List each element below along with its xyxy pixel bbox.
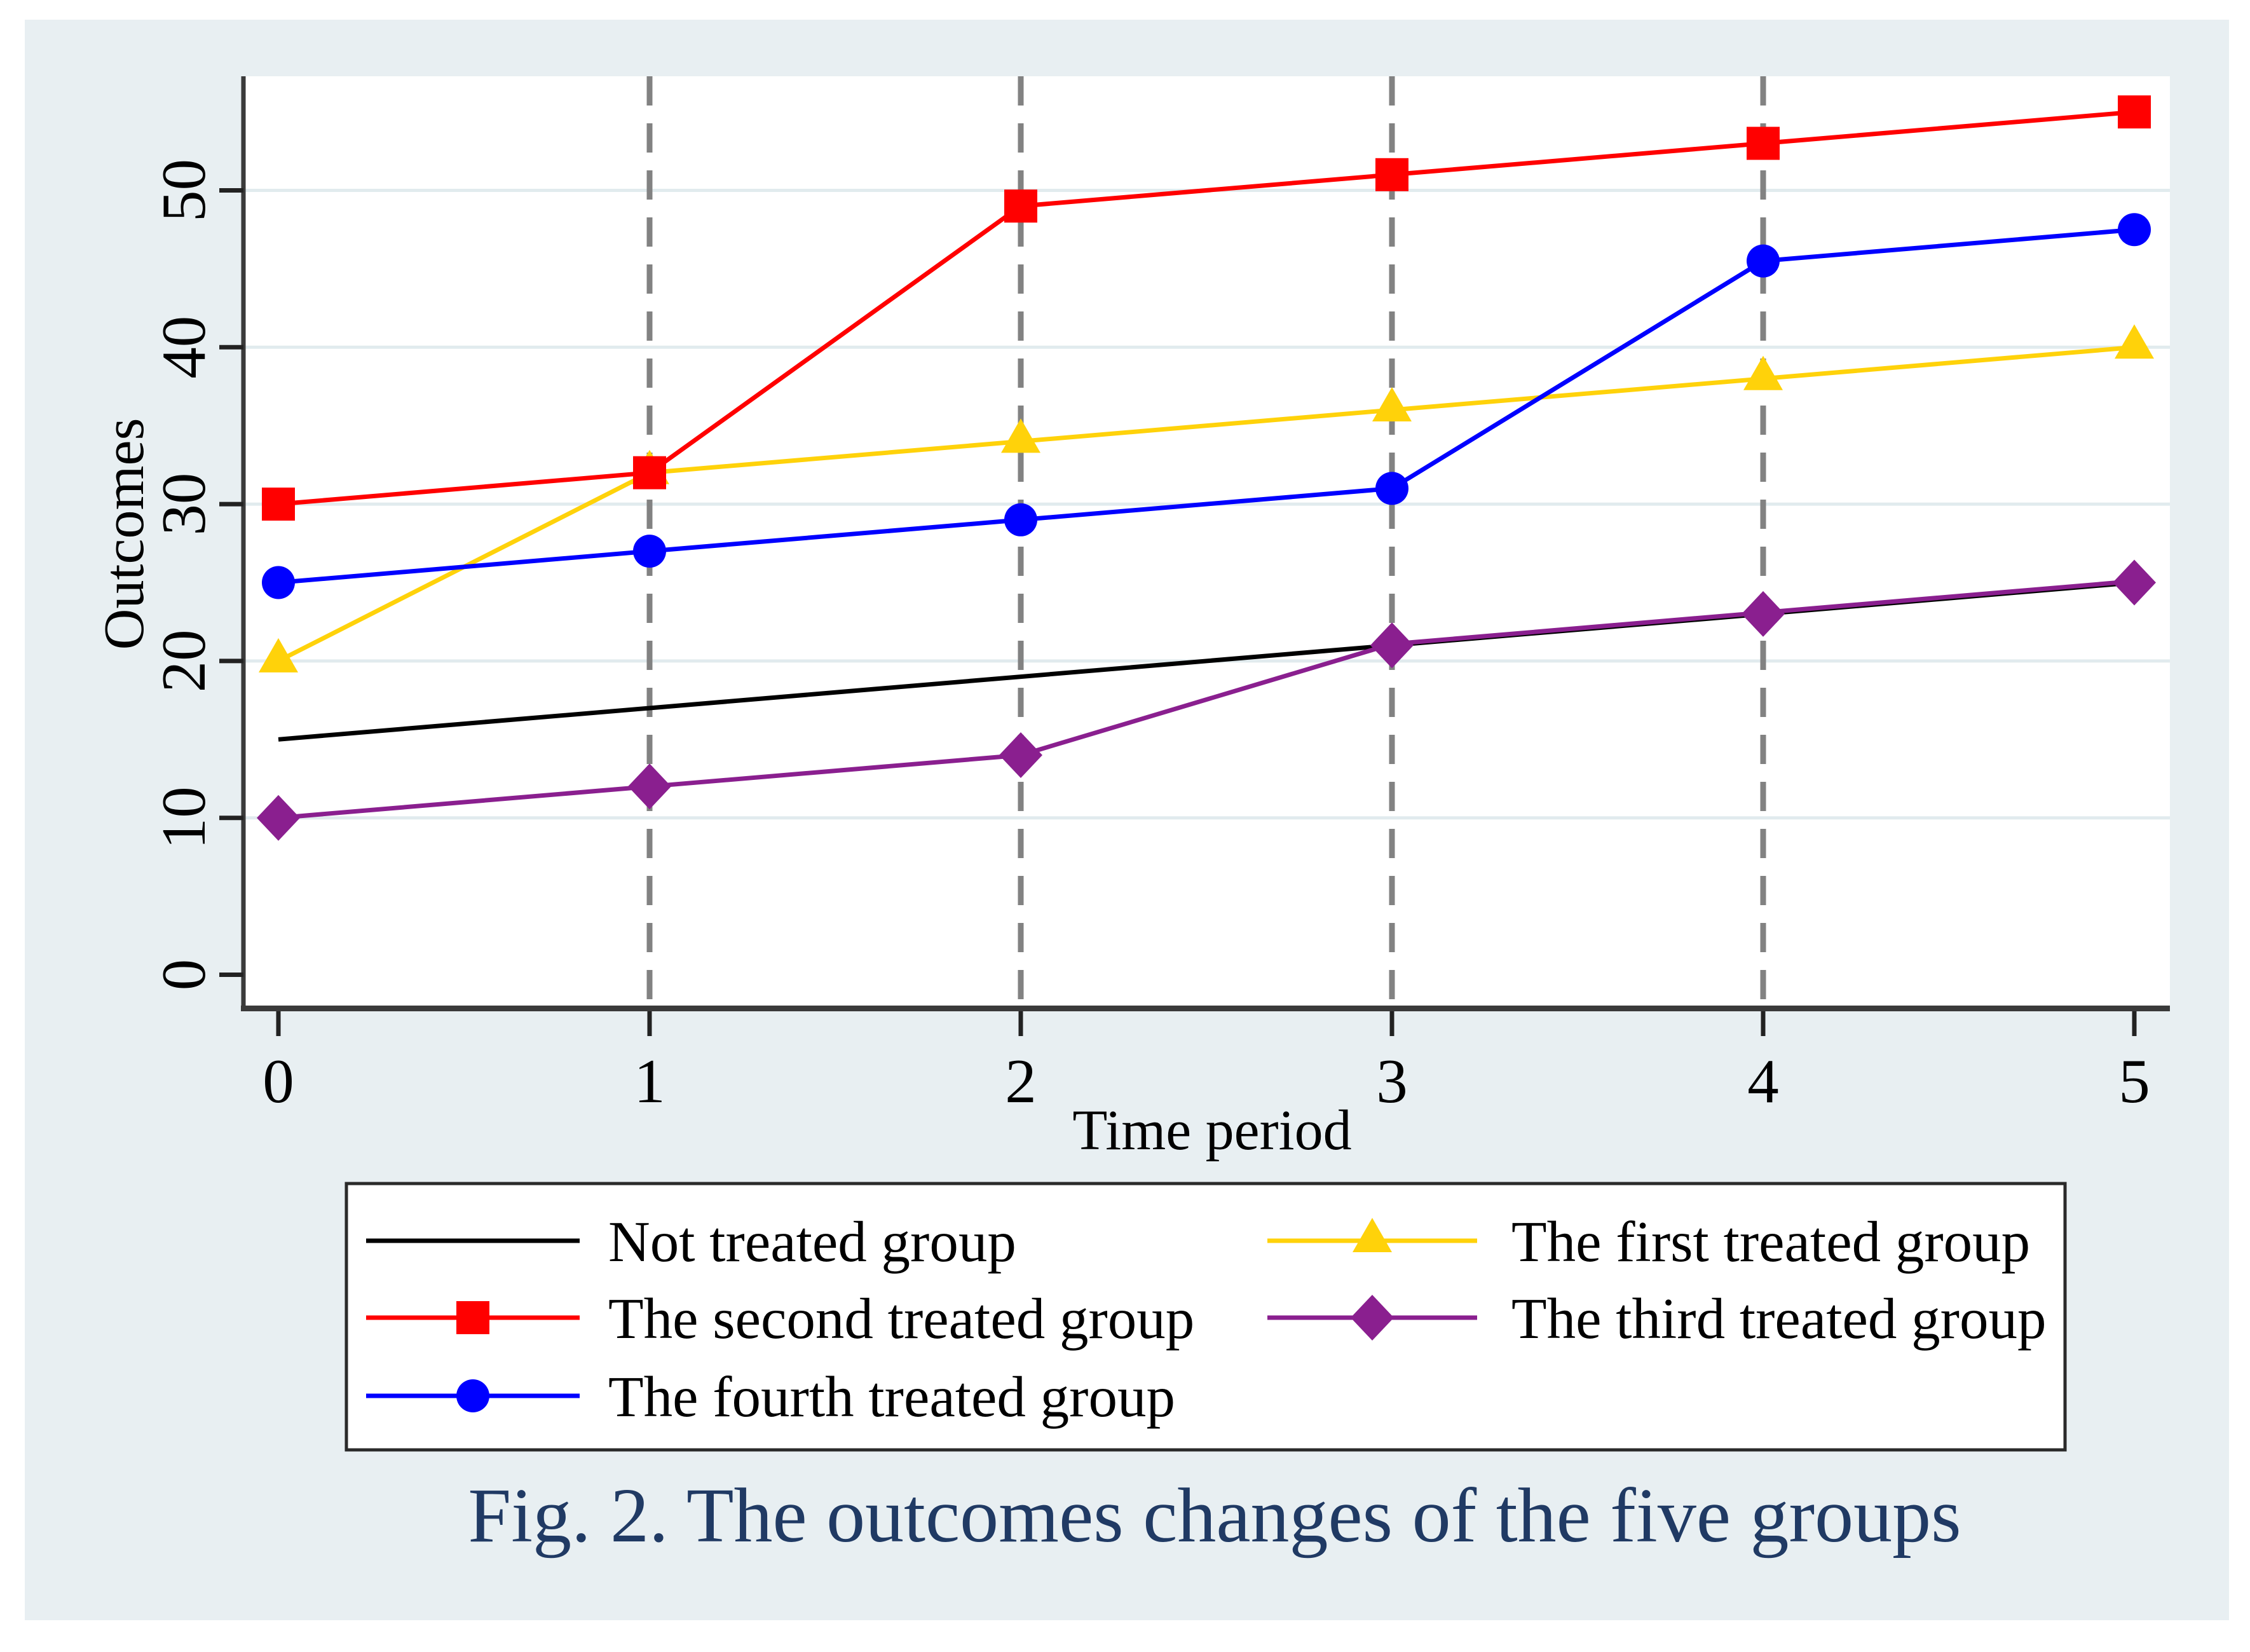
svg-text:30: 30 [149,473,219,536]
svg-text:Not treated group: Not treated group [608,1210,1016,1274]
svg-text:20: 20 [149,629,219,692]
svg-text:4: 4 [1747,1047,1779,1116]
svg-text:0: 0 [262,1047,294,1116]
svg-text:The third treated group: The third treated group [1511,1287,2046,1351]
svg-text:0: 0 [149,959,219,991]
svg-text:The fourth treated group: The fourth treated group [608,1365,1175,1429]
svg-text:1: 1 [634,1047,665,1116]
svg-text:The first treated group: The first treated group [1511,1210,2030,1274]
svg-text:Fig. 2. The outcomes changes o: Fig. 2. The outcomes changes of the five… [468,1473,1961,1559]
svg-text:50: 50 [149,159,219,222]
svg-text:Time period: Time period [1072,1099,1351,1162]
svg-text:3: 3 [1376,1047,1408,1116]
svg-text:Outcomes: Outcomes [93,418,156,650]
svg-text:40: 40 [149,316,219,379]
svg-text:10: 10 [149,786,219,849]
svg-text:2: 2 [1005,1047,1037,1116]
svg-text:5: 5 [2118,1047,2150,1116]
svg-text:The second treated group: The second treated group [608,1287,1194,1351]
